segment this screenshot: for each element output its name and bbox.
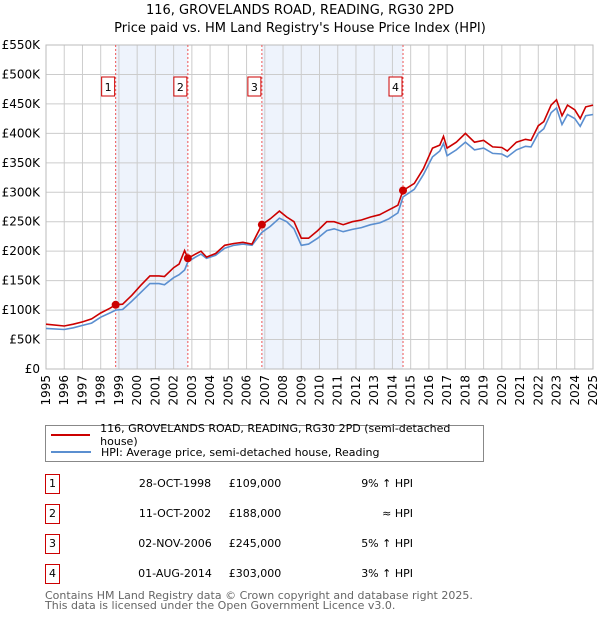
chart-title: 116, GROVELANDS ROAD, READING, RG30 2PD <box>145 3 454 18</box>
x-tick-label: 2003 <box>185 375 199 406</box>
y-tick-label: £50K <box>9 333 41 347</box>
sale-price: £303,000 <box>228 567 282 580</box>
x-tick-label: 1999 <box>112 375 126 406</box>
sale-date: 02-NOV-2006 <box>138 537 212 550</box>
sale-hpi-diff: 9% ↑ HPI <box>361 477 413 490</box>
x-tick-label: 2019 <box>477 375 491 406</box>
legend-item-hpi: HPI: Average price, semi-detached house,… <box>46 444 380 460</box>
shaded-range <box>115 45 188 369</box>
x-tick-label: 1995 <box>39 375 53 406</box>
y-tick-label: £350K <box>2 156 42 170</box>
sale-point <box>183 254 192 263</box>
y-tick-label: £400K <box>2 126 42 140</box>
x-tick-label: 2017 <box>440 375 454 406</box>
x-tick-label: 1998 <box>94 375 108 406</box>
x-tick-label: 2000 <box>130 375 144 406</box>
sale-number: 1 <box>105 81 112 94</box>
sale-price: £188,000 <box>228 507 282 520</box>
y-tick-label: £300K <box>2 185 42 199</box>
sale-date: 28-OCT-1998 <box>138 477 212 490</box>
chart-subtitle: Price paid vs. HM Land Registry's House … <box>114 21 486 36</box>
sale-row: 3 02-NOV-2006 £245,000 5% ↑ HPI <box>45 534 445 554</box>
sale-point <box>257 220 266 229</box>
sale-date: 11-OCT-2002 <box>138 507 212 520</box>
x-tick-label: 2020 <box>495 375 509 406</box>
x-tick-label: 2005 <box>221 375 235 406</box>
sale-point <box>111 300 120 309</box>
legend-label: 116, GROVELANDS ROAD, READING, RG30 2PD … <box>100 422 451 448</box>
sale-hpi-diff: ≈ HPI <box>382 507 413 520</box>
shaded-range <box>261 45 404 369</box>
sale-number-box <box>247 76 262 97</box>
footer-copyright: Contains HM Land Registry data © Crown c… <box>45 589 473 602</box>
sale-hpi-diff: 5% ↑ HPI <box>361 537 413 550</box>
y-tick-label: £450K <box>2 97 42 111</box>
legend-swatch-red <box>51 434 91 436</box>
x-tick-label: 1997 <box>75 375 89 406</box>
y-tick-label: £0 <box>25 362 40 376</box>
x-tick-label: 2025 <box>586 375 600 406</box>
sale-point <box>399 186 408 195</box>
y-tick-label: £150K <box>2 274 42 288</box>
x-tick-label: 2012 <box>349 375 363 406</box>
y-tick-label: £550K <box>2 38 42 52</box>
x-tick-label: 2009 <box>294 375 308 406</box>
price-chart: £0 £50K £100K £150K £200K £250K £300K £350K £400… <box>2 38 600 406</box>
sale-number-box <box>101 76 116 97</box>
sale-hpi-diff: 3% ↑ HPI <box>361 567 413 580</box>
footer-licence: This data is licensed under the Open Gov… <box>45 599 396 612</box>
x-tick-label: 2024 <box>568 375 582 406</box>
x-tick-label: 2022 <box>531 375 545 406</box>
x-tick-label: 2018 <box>458 375 472 406</box>
x-tick-label: 2001 <box>148 375 162 406</box>
x-tick-label: 2023 <box>550 375 564 406</box>
sale-number-box <box>173 76 188 97</box>
hpi-line <box>45 106 594 331</box>
sale-number: 4 <box>45 564 60 584</box>
property-price-line <box>45 98 594 327</box>
y-tick-label: £100K <box>2 303 42 317</box>
x-tick-label: 2015 <box>404 375 418 406</box>
sale-number: 1 <box>45 474 60 494</box>
sale-price: £245,000 <box>228 537 282 550</box>
sale-number: 3 <box>45 534 60 554</box>
sale-number: 2 <box>177 81 184 94</box>
sale-price: £109,000 <box>228 477 282 490</box>
sale-row: 1 28-OCT-1998 £109,000 9% ↑ HPI <box>45 474 445 494</box>
x-tick-label: 2004 <box>203 375 217 406</box>
x-tick-label: 2016 <box>422 375 436 406</box>
x-tick-label: 1996 <box>57 375 71 406</box>
sale-row: 4 01-AUG-2014 £303,000 3% ↑ HPI <box>45 564 445 584</box>
sale-date: 01-AUG-2014 <box>138 567 212 580</box>
sale-number-box <box>388 76 403 97</box>
sale-number: 2 <box>45 504 60 524</box>
legend-label: HPI: Average price, semi-detached house,… <box>101 445 380 459</box>
legend-item-property: 116, GROVELANDS ROAD, READING, RG30 2PD … <box>46 422 483 448</box>
x-tick-label: 2006 <box>240 375 254 406</box>
x-tick-label: 2010 <box>313 375 327 406</box>
y-tick-label: £200K <box>2 244 42 258</box>
y-tick-label: £500K <box>2 67 42 81</box>
legend: 116, GROVELANDS ROAD, READING, RG30 2PD … <box>45 422 484 462</box>
x-tick-label: 2008 <box>276 375 290 406</box>
sale-row: 2 11-OCT-2002 £188,000 ≈ HPI <box>45 504 445 524</box>
x-tick-label: 2021 <box>513 375 527 406</box>
legend-swatch-blue <box>51 451 91 453</box>
y-tick-label: £250K <box>2 215 42 229</box>
sale-number: 4 <box>392 81 399 94</box>
x-tick-label: 2013 <box>367 375 381 406</box>
x-tick-label: 2002 <box>167 375 181 406</box>
x-tick-label: 2011 <box>331 375 345 406</box>
sale-number: 3 <box>251 81 258 94</box>
plot-frame <box>45 44 594 370</box>
x-tick-label: 2007 <box>258 375 272 406</box>
x-tick-label: 2014 <box>385 375 399 406</box>
